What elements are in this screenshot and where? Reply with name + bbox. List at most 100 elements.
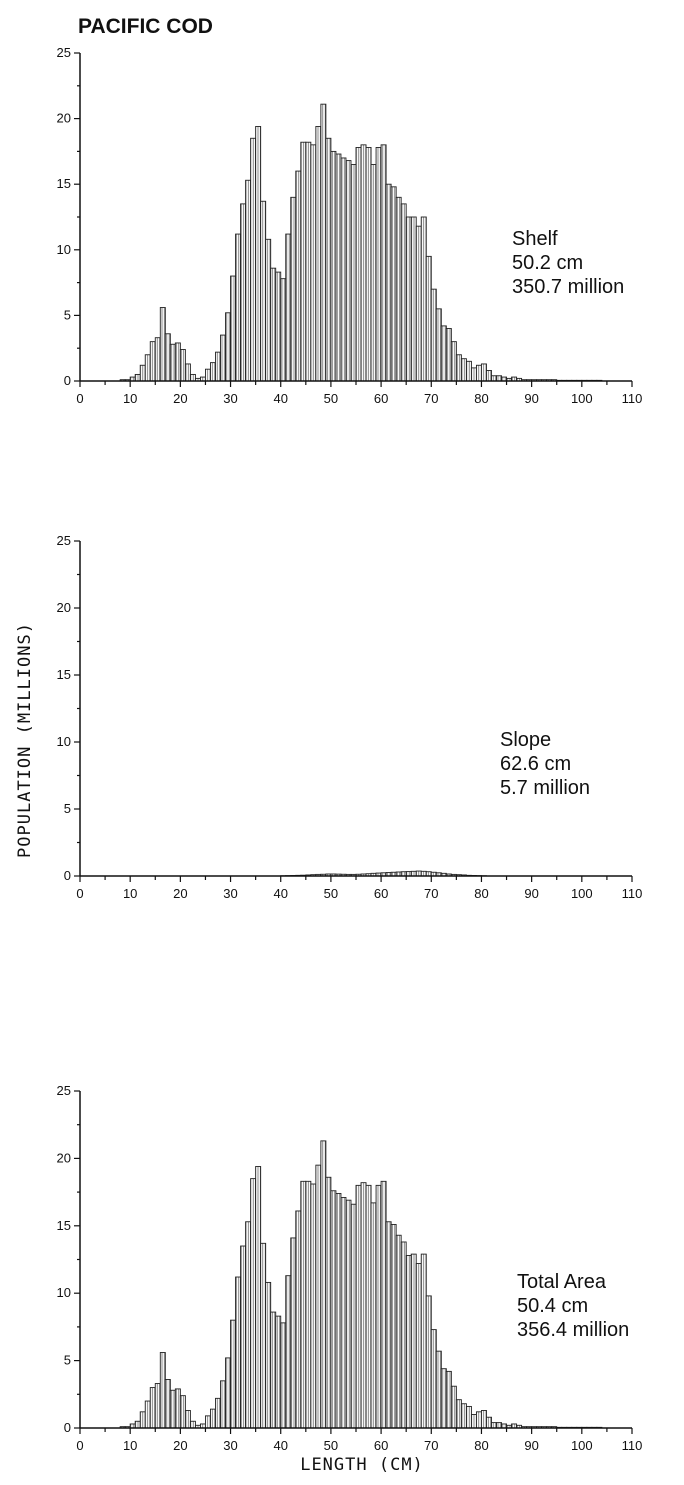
x-tick-label: 20 xyxy=(173,1438,187,1453)
histogram-bar xyxy=(280,1322,287,1429)
histogram-bar xyxy=(159,1352,166,1429)
histogram-bar xyxy=(215,351,221,382)
histogram-bar xyxy=(450,341,457,382)
y-tick-label: 10 xyxy=(57,1285,71,1300)
histogram-bar xyxy=(290,196,297,382)
histogram-bar xyxy=(370,1202,377,1429)
histogram-bar xyxy=(310,1183,317,1429)
x-tick-label: 10 xyxy=(123,1438,137,1453)
annotation-line: 5.7 million xyxy=(500,777,590,799)
histogram-bar xyxy=(285,1275,292,1429)
histogram-bar xyxy=(315,1164,322,1429)
x-tick-label: 20 xyxy=(173,391,187,406)
y-tick-label: 20 xyxy=(57,600,71,615)
x-tick-label: 0 xyxy=(76,1438,83,1453)
histogram-bar xyxy=(420,216,427,382)
histogram-bar xyxy=(491,1422,497,1429)
histogram-bar xyxy=(435,308,442,382)
histogram-bar xyxy=(470,367,477,382)
x-tick-label: 40 xyxy=(273,391,287,406)
histogram-bar xyxy=(410,216,417,382)
histogram-bar xyxy=(475,1411,482,1429)
histogram-bar xyxy=(481,363,487,382)
x-tick-label: 80 xyxy=(474,886,488,901)
y-tick-label: 0 xyxy=(64,373,71,388)
panel-2: 0 5 10 15 20 25 0 10 20 30 40 50 60 70 80 90 100 110 Slope… xyxy=(57,533,643,901)
histogram-bar xyxy=(240,203,247,382)
histogram-bar xyxy=(134,373,141,382)
histogram-bar xyxy=(235,233,242,382)
figure-title: PACIFIC COD xyxy=(78,15,213,38)
y-tick-label: 5 xyxy=(64,1353,71,1368)
x-tick-label: 70 xyxy=(424,886,438,901)
histogram-bar xyxy=(280,278,287,382)
x-axis-title: LENGTH (CM) xyxy=(300,1455,424,1475)
histogram-bar xyxy=(210,362,216,382)
histogram-bar xyxy=(425,1295,432,1429)
histogram-bar xyxy=(400,1241,407,1429)
x-tick-label: 100 xyxy=(571,1438,593,1453)
y-tick-label: 0 xyxy=(64,1420,71,1435)
x-tick-label: 110 xyxy=(622,391,643,406)
x-tick-label: 0 xyxy=(76,886,83,901)
histogram-bar xyxy=(385,183,392,382)
histogram-bar xyxy=(179,1395,186,1429)
histogram-bar xyxy=(380,144,387,382)
x-tick-label: 70 xyxy=(424,1438,438,1453)
bars xyxy=(119,103,603,382)
histogram-bar xyxy=(189,373,196,382)
y-tick-label: 10 xyxy=(57,734,71,749)
histogram-bar xyxy=(164,1379,171,1429)
histogram-bar xyxy=(290,1237,297,1429)
histogram-bar xyxy=(410,1253,417,1429)
x-tick-label: 110 xyxy=(622,1438,643,1453)
histogram-bar xyxy=(235,1276,242,1429)
histogram-bar xyxy=(149,1387,156,1429)
histogram-bar xyxy=(305,141,312,382)
histogram-bar xyxy=(300,141,307,382)
x-tick-label: 80 xyxy=(474,391,488,406)
histogram-bar xyxy=(465,1405,472,1429)
histogram-bar xyxy=(430,288,437,382)
histogram-bar xyxy=(350,164,357,382)
y-tick-label: 20 xyxy=(57,111,71,126)
histogram-bar xyxy=(189,1420,196,1429)
histogram-bar xyxy=(325,137,332,382)
x-tick-label: 60 xyxy=(374,391,388,406)
y-tick-label: 5 xyxy=(64,801,71,816)
histogram-bar xyxy=(481,1410,487,1429)
histogram-bar xyxy=(215,1397,221,1429)
x-tick-label: 50 xyxy=(324,886,338,901)
histogram-bar xyxy=(491,375,497,382)
histogram-bar xyxy=(415,225,422,382)
histogram-bar xyxy=(365,1184,372,1429)
histogram-bar xyxy=(285,233,292,382)
histogram-bar xyxy=(445,328,452,382)
histogram-bar xyxy=(174,342,181,382)
x-tick-label: 100 xyxy=(571,391,593,406)
histogram-bar xyxy=(255,1166,262,1429)
histogram-bar xyxy=(220,334,226,382)
histogram-bar xyxy=(470,1414,477,1429)
histogram-bar xyxy=(305,1180,312,1429)
histogram-bar xyxy=(265,238,272,382)
histogram-bar xyxy=(169,343,176,382)
histogram-bar xyxy=(230,1319,237,1429)
y-tick-label: 25 xyxy=(57,533,71,548)
histogram-bar xyxy=(250,1178,257,1429)
y-axis-title: POPULATION (MILLIONS) xyxy=(15,622,35,858)
histogram-bar xyxy=(455,1399,462,1429)
histogram-bar xyxy=(390,186,397,382)
histogram-bar xyxy=(350,1203,357,1429)
annotation-line: 356.4 million xyxy=(517,1319,629,1341)
y-tick-label: 25 xyxy=(57,45,71,60)
histogram-bar xyxy=(315,126,322,382)
y-tick-label: 25 xyxy=(57,1083,71,1098)
y-tick-label: 0 xyxy=(64,868,71,883)
histogram-bar xyxy=(496,1422,502,1429)
histogram-bar xyxy=(435,1350,442,1429)
histogram-bar xyxy=(340,1197,347,1429)
histogram-bar xyxy=(275,1315,282,1429)
